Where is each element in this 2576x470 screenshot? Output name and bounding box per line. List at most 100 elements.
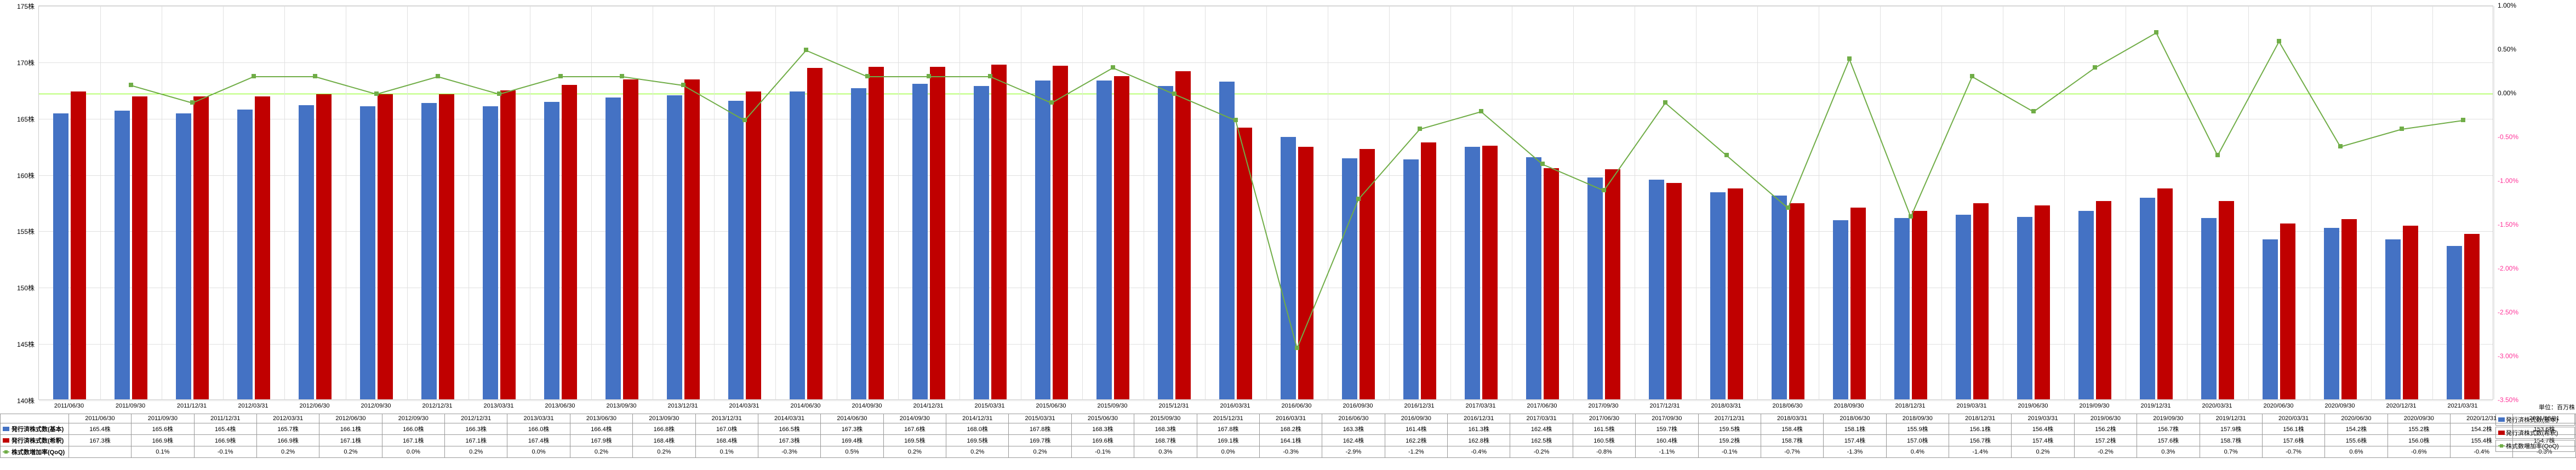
table-cell: 0.2% [883,446,946,458]
line-point [1786,205,1790,210]
bar-diluted [1789,203,1804,399]
x-label: 2014/06/30 [790,403,820,409]
bar-basic [1219,82,1235,399]
y-right-tick: 1.00% [2498,2,2531,9]
x-label: 2017/06/30 [1527,403,1557,409]
line-point [1663,100,1667,105]
table-cell: 167.0株 [695,423,758,435]
x-label: 2014/03/31 [729,403,759,409]
line-point [374,91,379,96]
data-table: 2011/06/302011/09/302011/12/312012/03/31… [0,414,2576,458]
legend-diluted-label: 発行済株式数(希釈) [2506,430,2558,437]
table-cell: 162.4株 [1510,423,1573,435]
table-cell: 2019/12/31 [2200,414,2262,423]
table-cell: 166.9株 [256,435,319,446]
x-label: 2018/12/31 [1895,403,1925,409]
bar-basic [1894,218,1910,399]
table-cell: 2014/12/31 [946,414,1009,423]
table-cell: 2014/09/30 [883,414,946,423]
x-label: 2019/03/31 [1956,403,1986,409]
x-label: 2012/03/31 [238,403,268,409]
table-cell: 156.4株 [2012,423,2074,435]
bar-basic [1649,180,1664,399]
x-label: 2017/12/31 [1649,403,1680,409]
line-point [1418,127,1422,131]
table-cell: 0.2% [445,446,507,458]
legend-qoq: 株式数増加率(QoQ) [2495,440,2575,452]
bar-diluted [378,94,393,399]
table-cell: -1.4% [1949,446,2012,458]
line-point [681,83,686,87]
line-point [804,48,808,52]
table-cell: 157.0株 [1886,435,1949,446]
table-cell: -0.6% [2387,446,2450,458]
unit-label: 単位：百万株 [2539,403,2575,411]
table-cell: 2014/06/30 [821,414,883,423]
table-cell: 161.4株 [1385,423,1447,435]
bar-basic [1403,159,1419,399]
table-cell: 167.3株 [758,435,820,446]
bar-diluted [1114,76,1129,399]
table-cell: 2018/06/30 [1824,414,1886,423]
bar-basic [2017,217,2032,399]
table-cell: 169.5株 [946,435,1009,446]
table-cell: 157.2株 [2074,435,2137,446]
bar-diluted [1360,149,1375,399]
table-cell: 165.7株 [256,423,319,435]
x-label: 2018/09/30 [1834,403,1864,409]
table-cell: 161.3株 [1448,423,1510,435]
table-cell: 162.8株 [1448,435,1510,446]
bar-diluted [2096,201,2111,399]
right-legend: 発行済株式数(基本) 発行済株式数(希釈) 株式数増加率(QoQ) [2495,414,2575,453]
table-cell: 2018/09/30 [1886,414,1949,423]
y-left-tick: 150株 [0,283,35,293]
y-left-tick: 170株 [0,58,35,67]
bar-basic [1772,196,1787,399]
x-label: 2011/09/30 [116,403,145,409]
table-cell: 0.6% [2325,446,2387,458]
bar-basic [851,88,866,399]
bar-diluted [316,94,332,399]
line-point [620,74,624,78]
x-label: 2020/03/31 [2202,403,2232,409]
table-cell: -1.3% [1824,446,1886,458]
table-cell: -0.4% [1448,446,1510,458]
table-cell: 158.7株 [1761,435,1823,446]
table-cell: -0.3% [758,446,820,458]
table-cell: 0.0% [507,446,570,458]
x-label: 2016/06/30 [1281,403,1311,409]
bar-diluted [2464,234,2480,399]
table-cell: 0.3% [2137,446,2200,458]
line-point [1479,109,1483,113]
plot-area [38,5,2493,400]
bar-basic [53,113,68,400]
bar-diluted [2157,188,2173,399]
line-point [1295,346,1299,350]
line-point [2338,144,2343,148]
line-point [313,74,317,78]
x-label: 2017/03/31 [1465,403,1495,409]
table-cell: 166.3株 [445,423,507,435]
table-cell: 2012/03/31 [256,414,319,423]
table-cell: 0.2% [319,446,382,458]
line-point [1049,100,1054,105]
table-cell: 2015/12/31 [1197,414,1259,423]
bar-diluted [623,79,638,399]
bar-basic [974,86,989,399]
table-cell: 2016/09/30 [1385,414,1447,423]
table-cell: 158.4株 [1761,423,1823,435]
table-cell: 2016/06/30 [1322,414,1385,423]
table-cell: 2012/12/31 [445,414,507,423]
y-left-tick: 155株 [0,227,35,236]
table-cell: 2011/06/30 [68,414,131,423]
bar-diluted [2403,226,2418,399]
table-cell: 156.1株 [1949,423,2012,435]
table-cell: 2013/03/31 [507,414,570,423]
y-left-tick: 160株 [0,171,35,180]
table-cell: 2015/06/30 [1071,414,1134,423]
x-label: 2015/06/30 [1036,403,1066,409]
bar-diluted [684,79,700,399]
bar-basic [1526,157,1541,399]
y-right-tick: 0.00% [2498,89,2531,97]
table-cell: -0.1% [1071,446,1134,458]
